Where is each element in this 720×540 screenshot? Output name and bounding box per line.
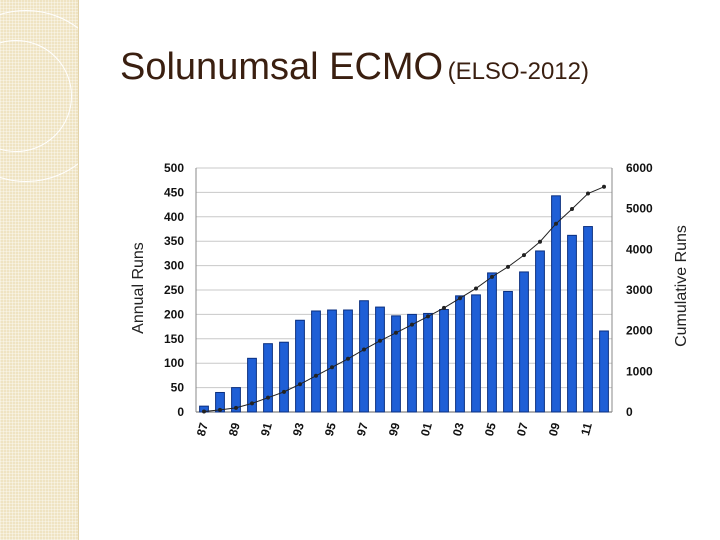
annual-runs-bar	[535, 250, 545, 413]
left-tick-label: 0	[177, 405, 184, 419]
x-tick-label: 05	[482, 421, 499, 438]
cumulative-point	[570, 206, 574, 211]
left-tick-label: 350	[164, 234, 184, 248]
cumulative-point	[298, 382, 302, 387]
slide-title: Solunumsal ECMO (ELSO-2012)	[120, 46, 589, 89]
slide-title-sub: (ELSO-2012)	[447, 58, 589, 85]
decorative-sidebar	[0, 0, 78, 540]
x-tick-label: 95	[322, 421, 339, 438]
annual-runs-bar	[487, 272, 497, 413]
annual-runs-bar	[551, 195, 561, 413]
annual-runs-bar	[423, 312, 433, 413]
cumulative-point	[522, 253, 526, 258]
x-tick-label: 01	[418, 421, 435, 438]
x-tick-label: 99	[386, 421, 403, 438]
cumulative-runs-line	[202, 184, 606, 414]
cumulative-point	[314, 373, 318, 378]
x-tick-label: 07	[514, 421, 531, 438]
chart-gridlines	[195, 167, 613, 413]
x-tick-label: 89	[226, 421, 243, 438]
annual-runs-bars	[199, 195, 609, 413]
left-tick-label: 150	[164, 332, 184, 346]
x-tick-label: 03	[450, 421, 467, 438]
right-tick-label: 3000	[626, 283, 653, 297]
cumulative-point	[426, 314, 430, 319]
annual-runs-bar	[471, 294, 481, 413]
cumulative-point	[554, 221, 558, 226]
left-tick-label: 100	[164, 356, 184, 370]
annual-runs-bar	[215, 391, 225, 413]
left-tick-label: 250	[164, 283, 184, 297]
cumulative-point	[378, 338, 382, 343]
cumulative-point	[506, 264, 510, 269]
sidebar-divider	[78, 0, 79, 540]
cumulative-point	[346, 356, 350, 361]
cumulative-line-path	[203, 186, 605, 413]
left-axis-ticks: 0 50 100 150 200 250 300 350 400 450 500	[164, 161, 184, 419]
cumulative-point	[474, 286, 478, 291]
annual-runs-bar	[311, 310, 321, 413]
annual-runs-bar	[279, 341, 289, 413]
annual-runs-bar	[263, 343, 273, 413]
annual-runs-bar	[583, 226, 593, 413]
annual-runs-bar	[231, 387, 241, 413]
annual-runs-bar	[295, 319, 305, 413]
right-tick-label: 4000	[626, 242, 653, 256]
cumulative-point	[602, 184, 606, 189]
cumulative-point	[586, 191, 590, 196]
cumulative-point	[442, 305, 446, 310]
right-axis-title: Cumulative Runs	[673, 225, 690, 347]
x-tick-label: 11	[578, 421, 595, 437]
cumulative-point	[282, 389, 286, 394]
right-tick-label: 2000	[626, 324, 653, 338]
annual-runs-bar	[455, 295, 465, 413]
x-tick-label: 97	[354, 421, 371, 438]
cumulative-point	[490, 274, 494, 279]
annual-runs-bar	[391, 315, 401, 413]
left-axis-title: Annual Runs	[130, 242, 147, 334]
cumulative-point	[218, 407, 222, 412]
right-tick-label: 1000	[626, 364, 653, 378]
x-tick-label: 09	[546, 421, 563, 438]
annual-runs-bar	[503, 290, 513, 413]
right-axis-ticks: 0 1000 2000 3000 4000 5000 6000	[626, 161, 653, 419]
x-tick-label: 93	[290, 421, 307, 438]
cumulative-point	[458, 296, 462, 301]
x-tick-label: 87	[194, 421, 211, 438]
cumulative-point	[234, 405, 238, 410]
annual-runs-bar	[375, 306, 385, 413]
left-tick-label: 500	[164, 161, 184, 175]
cumulative-point	[394, 330, 398, 335]
x-axis-ticks: 87 89 91 93 95 97 99 01 03 05 07 09 11	[194, 421, 595, 438]
left-tick-label: 300	[164, 259, 184, 273]
annual-runs-bar	[599, 330, 609, 413]
right-tick-label: 6000	[626, 161, 653, 175]
right-tick-label: 0	[626, 405, 633, 419]
cumulative-point	[362, 347, 366, 352]
left-tick-label: 50	[171, 381, 185, 395]
cumulative-point	[266, 395, 270, 400]
annual-runs-bar	[439, 309, 449, 413]
cumulative-point	[330, 365, 334, 370]
cumulative-point	[538, 239, 542, 244]
left-tick-label: 400	[164, 210, 184, 224]
annual-runs-bar	[247, 357, 257, 413]
x-tick-label: 91	[258, 421, 275, 438]
annual-runs-bar	[519, 271, 529, 413]
annual-runs-bar	[567, 234, 577, 413]
cumulative-point	[202, 409, 206, 414]
cumulative-point	[250, 401, 254, 406]
left-tick-label: 200	[164, 307, 184, 321]
cumulative-point	[410, 322, 414, 327]
annual-runs-bar	[407, 313, 417, 413]
right-tick-label: 5000	[626, 202, 653, 216]
slide-title-main: Solunumsal ECMO	[120, 46, 444, 88]
annual-runs-bar	[327, 309, 337, 413]
annual-runs-bar	[359, 300, 369, 413]
left-tick-label: 450	[164, 185, 184, 199]
